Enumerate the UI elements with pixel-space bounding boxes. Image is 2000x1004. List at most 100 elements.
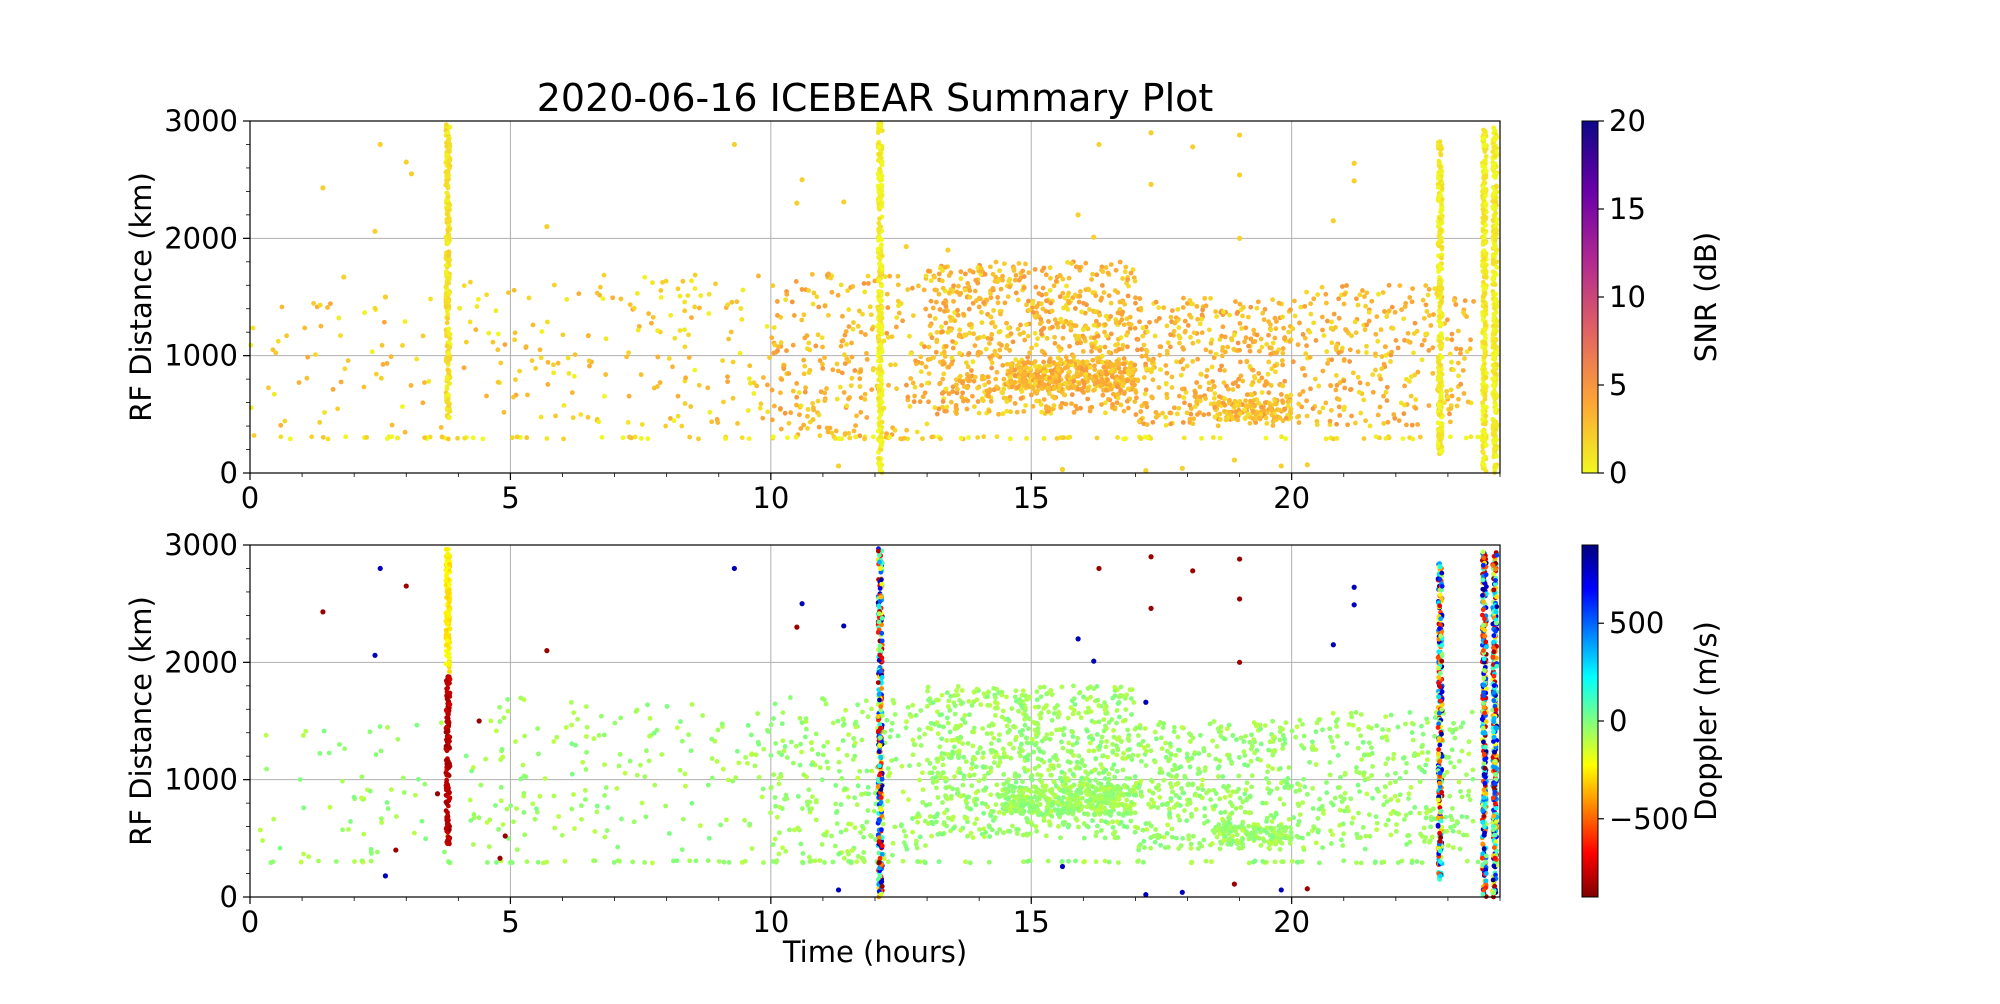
data-point	[1376, 292, 1381, 297]
data-point	[546, 360, 551, 365]
data-point	[655, 355, 660, 360]
data-point	[750, 846, 755, 851]
data-point	[1041, 286, 1046, 291]
data-point	[624, 354, 629, 359]
data-point	[779, 377, 784, 382]
data-point	[806, 288, 811, 293]
band-point	[1493, 463, 1498, 468]
data-point	[817, 413, 822, 418]
data-point	[798, 841, 803, 846]
data-point	[414, 357, 419, 362]
band-point	[1480, 409, 1485, 414]
data-point	[646, 311, 651, 316]
data-point	[1423, 332, 1428, 337]
data-point	[985, 388, 990, 393]
data-point	[689, 801, 694, 806]
band-point	[446, 351, 451, 356]
data-point	[966, 435, 971, 440]
data-point	[676, 286, 681, 291]
data-point	[515, 435, 520, 440]
data-point	[1111, 728, 1116, 733]
data-point	[834, 810, 839, 815]
data-point	[1396, 346, 1401, 351]
data-point	[1168, 410, 1173, 415]
data-point	[1125, 378, 1130, 383]
data-point	[893, 824, 898, 829]
data-point	[866, 785, 871, 790]
data-point	[566, 371, 571, 376]
sparse-point	[1352, 161, 1357, 166]
data-point	[1402, 403, 1407, 408]
data-point	[1113, 363, 1118, 368]
data-point	[305, 355, 310, 360]
band-point	[1436, 176, 1441, 181]
data-point	[335, 406, 340, 411]
data-point	[864, 820, 869, 825]
data-point	[1065, 260, 1070, 265]
data-point	[370, 349, 375, 354]
data-point	[1134, 412, 1139, 417]
data-point	[1126, 368, 1131, 373]
data-point	[619, 817, 624, 822]
data-point	[731, 360, 736, 365]
data-point	[957, 351, 962, 356]
data-point	[816, 332, 821, 337]
data-point	[866, 274, 871, 279]
data-point	[885, 799, 890, 804]
data-point	[990, 360, 995, 365]
data-point	[573, 352, 578, 357]
data-point	[484, 394, 489, 399]
data-point	[1458, 382, 1463, 387]
band-point	[1493, 299, 1498, 304]
data-point	[931, 306, 936, 311]
data-point	[1008, 381, 1013, 386]
data-point	[1281, 346, 1286, 351]
data-point	[621, 435, 626, 440]
data-point	[1038, 317, 1043, 322]
data-point	[1198, 372, 1203, 377]
band-point	[1439, 287, 1444, 292]
data-point	[843, 786, 848, 791]
data-point	[932, 275, 937, 280]
data-points	[258, 546, 1500, 899]
data-point	[1407, 295, 1412, 300]
data-point	[790, 300, 795, 305]
data-point	[944, 344, 949, 349]
data-point	[937, 292, 942, 297]
data-point	[1099, 828, 1104, 833]
data-point	[860, 312, 865, 317]
data-point	[1123, 265, 1128, 270]
data-point	[818, 858, 823, 863]
data-point	[1340, 346, 1345, 351]
data-point	[1133, 295, 1138, 300]
data-point	[980, 396, 985, 401]
data-point	[1094, 319, 1099, 324]
data-point	[707, 292, 712, 297]
data-point	[707, 836, 712, 841]
data-point	[935, 709, 940, 714]
data-point	[913, 358, 918, 363]
data-point	[996, 763, 1001, 768]
data-point	[944, 409, 949, 414]
band-point	[446, 326, 451, 331]
band-point	[447, 216, 452, 221]
data-point	[904, 725, 909, 730]
data-point	[1026, 270, 1031, 275]
data-point	[1407, 379, 1412, 384]
data-point	[1040, 307, 1045, 312]
band-point	[1483, 223, 1488, 228]
data-point	[1230, 387, 1235, 392]
data-point	[995, 295, 1000, 300]
data-point	[912, 394, 917, 399]
band-point	[1439, 214, 1444, 219]
data-point	[1018, 323, 1023, 328]
data-point	[956, 684, 961, 689]
data-point	[1168, 332, 1173, 337]
band-point	[446, 174, 451, 179]
data-point	[1017, 360, 1022, 365]
data-point	[522, 832, 527, 837]
data-point	[810, 401, 815, 406]
data-point	[906, 705, 911, 710]
data-point	[961, 399, 966, 404]
data-point	[919, 743, 924, 748]
